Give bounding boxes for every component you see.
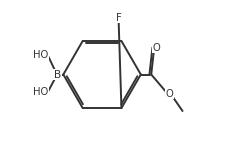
Text: B: B	[54, 69, 61, 80]
Text: HO: HO	[33, 87, 49, 97]
Text: O: O	[165, 89, 173, 99]
Text: F: F	[116, 13, 121, 23]
Text: O: O	[153, 43, 160, 53]
Text: HO: HO	[33, 50, 49, 60]
